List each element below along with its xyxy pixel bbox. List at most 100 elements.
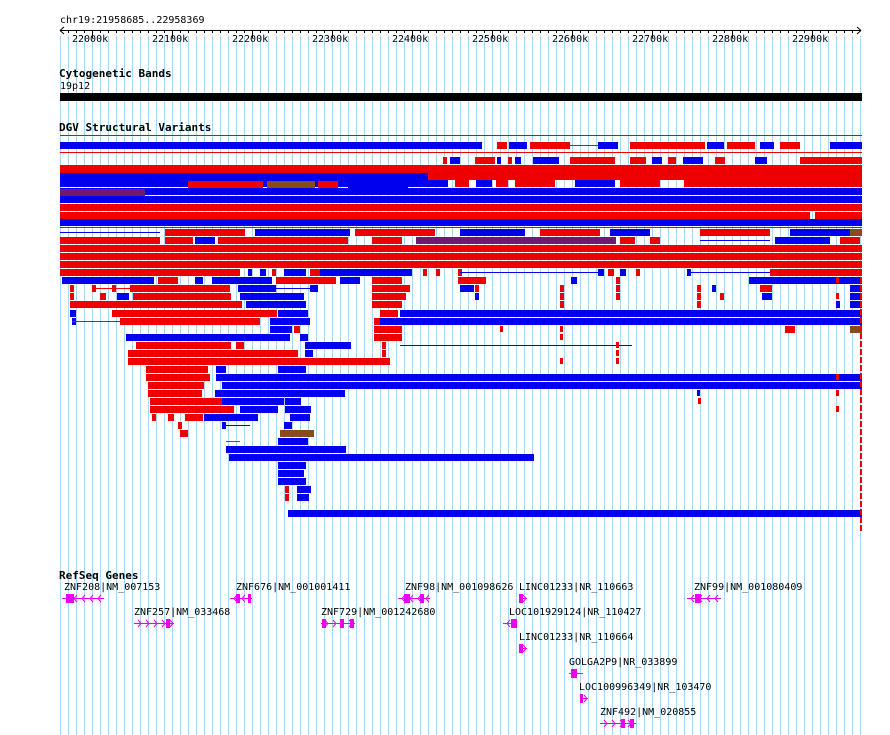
variant-block [152, 414, 156, 421]
ruler-tick-label: 22800k [712, 34, 749, 45]
gene-exon [66, 594, 74, 603]
dgv-track-title[interactable]: DGV Structural Variants [59, 121, 212, 134]
variant-block [60, 245, 862, 252]
ruler-tick-label: 22600k [552, 34, 589, 45]
refseq-track-title[interactable]: RefSeq Genes [59, 569, 139, 582]
gene-glyph[interactable] [687, 594, 721, 603]
variant-block [860, 389, 862, 395]
variant-block [148, 382, 204, 389]
variant-block [372, 293, 406, 300]
variant-block [650, 237, 660, 244]
gene-glyph[interactable] [580, 694, 588, 703]
ruler-tick-label: 22200k [232, 34, 269, 45]
variant-block [436, 269, 440, 276]
variant-block [222, 398, 284, 405]
strand-arrow [97, 594, 102, 603]
gene-glyph[interactable] [519, 594, 527, 603]
gene-label[interactable]: LINC01233|NR_110664 [519, 632, 634, 643]
gene-exon [248, 594, 251, 603]
gene-glyph[interactable] [600, 719, 636, 728]
variant-block [697, 390, 700, 396]
variant-block [860, 461, 862, 467]
variant-block [222, 382, 862, 389]
gene-label[interactable]: LINC01233|NR_110663 [519, 582, 634, 593]
variant-block [400, 310, 862, 317]
cytoband-track [60, 93, 862, 101]
variant-block [60, 142, 482, 149]
variant-block [450, 157, 460, 164]
variant-block [60, 189, 145, 196]
gene-label[interactable]: ZNF729|NM_001242680 [321, 607, 436, 618]
gene-label[interactable]: ZNF99|NM_001080409 [694, 582, 803, 593]
gene-glyph[interactable] [569, 669, 583, 678]
variant-block [168, 414, 174, 421]
cytoband-track-title[interactable]: Cytogenetic Bands [59, 67, 172, 80]
variant-block [616, 277, 620, 284]
cytoband-19p12 [60, 93, 862, 101]
variant-block [348, 181, 408, 188]
variant-block [297, 486, 311, 493]
variant-block [128, 358, 390, 365]
gene-label[interactable]: ZNF98|NM_001098626 [405, 582, 514, 593]
gene-glyph[interactable] [519, 644, 527, 653]
gene-label[interactable]: GOLGA2P9|NR_033899 [569, 657, 678, 668]
gene-glyph[interactable] [230, 594, 252, 603]
variant-block [850, 326, 862, 333]
ruler-tick-label: 22400k [392, 34, 429, 45]
gene-glyph[interactable] [134, 619, 174, 628]
variant-block [598, 142, 618, 149]
variant-block [372, 277, 402, 284]
variant-block [560, 358, 563, 364]
variant-block [636, 269, 640, 276]
variant-block [697, 285, 701, 292]
variant-block [188, 181, 263, 188]
strand-arrow [161, 619, 166, 628]
variant-block [860, 509, 862, 515]
variant-block [229, 454, 534, 461]
variant-block [760, 285, 772, 292]
variant-block [117, 293, 129, 300]
variant-block [374, 334, 402, 341]
gene-glyph[interactable] [398, 594, 430, 603]
gene-glyph[interactable] [62, 594, 104, 603]
gene-label[interactable]: LOC101929124|NR_110427 [509, 607, 642, 618]
variant-block [204, 414, 258, 421]
gene-label[interactable]: LOC100996349|NR_103470 [579, 682, 712, 693]
strand-arrow [241, 594, 246, 603]
variant-block [150, 398, 230, 405]
variant-block [860, 501, 862, 507]
variant-block [136, 342, 231, 349]
variant-block [460, 229, 525, 236]
variant-block [860, 365, 862, 371]
gene-label[interactable]: ZNF208|NM_007153 [64, 582, 161, 593]
gene-glyph[interactable] [503, 619, 517, 628]
gene-glyph[interactable] [321, 619, 355, 628]
variant-block [70, 285, 74, 292]
region-label: chr19:21958685..22958369 [60, 15, 205, 26]
variant-block [374, 326, 402, 333]
gene-label[interactable]: ZNF492|NM_020855 [600, 707, 697, 718]
strand-arrow [409, 594, 414, 603]
variant-block [496, 180, 508, 187]
strand-arrow [145, 619, 150, 628]
gene-exon [695, 594, 701, 603]
variant-block [860, 517, 862, 523]
variant-block [60, 253, 862, 260]
gene-exon [420, 594, 424, 603]
strand-arrow [340, 619, 345, 628]
strand-arrow [714, 594, 719, 603]
variant-block [180, 430, 188, 437]
variant-block [475, 293, 479, 300]
variant-block [652, 157, 662, 164]
gene-label[interactable]: ZNF257|NM_033468 [134, 607, 231, 618]
variant-block [850, 229, 862, 236]
gene-label[interactable]: ZNF676|NM_001001411 [236, 582, 351, 593]
variant-block [62, 277, 154, 284]
variant-block [455, 180, 469, 187]
gene-exon [519, 644, 523, 653]
variant-block [860, 469, 862, 475]
variant-block [212, 277, 272, 284]
variant-block [278, 366, 306, 373]
